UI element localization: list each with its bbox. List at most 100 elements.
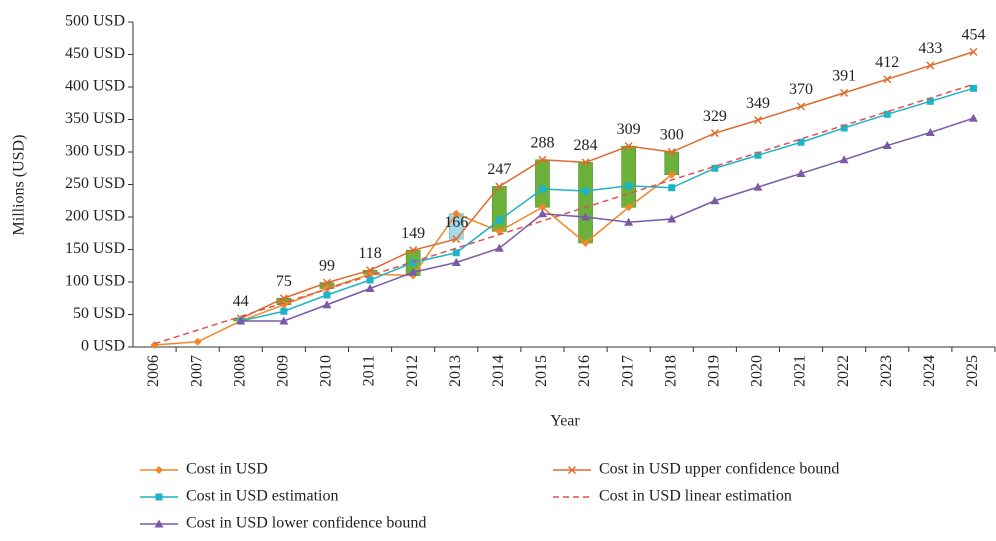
point [753, 182, 763, 191]
x-tick-label: 2016 [576, 355, 593, 387]
data-label: 99 [319, 257, 335, 274]
data-label: 309 [617, 121, 641, 138]
point [408, 267, 418, 276]
point [322, 278, 331, 287]
y-tick-label: 300 USD [65, 143, 125, 160]
point [710, 129, 719, 138]
point [667, 148, 676, 156]
legend-label: Cost in USD linear estimation [599, 488, 792, 505]
data-label: 300 [660, 127, 684, 144]
point [193, 337, 202, 346]
data-label: 349 [746, 95, 770, 112]
point [840, 124, 848, 132]
y-tick-label: 250 USD [65, 175, 125, 192]
series-line [240, 87, 974, 322]
point [582, 187, 590, 195]
point [494, 243, 504, 252]
legend-marker [154, 519, 164, 528]
legend-label: Cost in USD lower confidence bound [186, 515, 426, 532]
x-tick-label: 2010 [318, 355, 335, 387]
x-axis-title: Year [550, 413, 580, 430]
x-tick-label: 2018 [662, 355, 679, 387]
point [839, 155, 849, 164]
point [538, 203, 547, 212]
y-tick-label: 100 USD [65, 273, 125, 290]
series-line [240, 51, 974, 320]
x-tick-label: 2022 [835, 355, 852, 387]
legend-marker [568, 466, 576, 474]
y-axis-title: Millions (USD) [11, 135, 28, 236]
point [753, 116, 762, 125]
point [883, 110, 891, 118]
point [452, 249, 460, 257]
point [796, 168, 806, 177]
point [279, 294, 288, 303]
point [538, 155, 547, 164]
x-tick-label: 2011 [361, 355, 378, 386]
point [581, 212, 591, 221]
x-tick-label: 2023 [878, 355, 895, 387]
point [969, 84, 977, 92]
y-tick-label: 350 USD [65, 110, 125, 127]
y-tick-label: 500 USD [65, 13, 125, 30]
data-label: 118 [358, 245, 381, 262]
data-label: 44 [233, 293, 249, 310]
x-tick-label: 2025 [964, 355, 981, 387]
point [279, 316, 289, 325]
legend-label: Cost in USD estimation [186, 488, 338, 505]
point [581, 239, 590, 247]
y-tick-label: 150 USD [65, 240, 125, 257]
point [754, 151, 762, 159]
point [667, 214, 677, 223]
data-label: 454 [961, 27, 985, 44]
y-tick-label: 0 USD [81, 338, 125, 355]
legend-marker [155, 466, 163, 474]
x-tick-label: 2012 [404, 355, 421, 387]
data-label: 412 [875, 54, 899, 71]
x-tick-label: 2024 [921, 355, 938, 387]
point [624, 217, 634, 226]
x-tick-label: 2014 [490, 355, 507, 387]
point [581, 158, 590, 167]
point [797, 102, 806, 111]
data-label: 247 [487, 161, 511, 178]
point [366, 276, 374, 284]
y-tick-label: 450 USD [65, 45, 125, 62]
legend-marker [155, 493, 163, 501]
x-tick-label: 2008 [231, 355, 248, 387]
series-line [240, 117, 974, 322]
legend-label: Cost in USD [186, 461, 268, 478]
point [667, 170, 676, 179]
point [538, 185, 546, 193]
point [409, 246, 418, 255]
x-tick-label: 2021 [792, 355, 809, 387]
x-tick-label: 2019 [706, 355, 723, 387]
point [365, 284, 375, 292]
x-tick-label: 2020 [749, 355, 766, 387]
point [710, 196, 720, 205]
point [840, 88, 849, 97]
point [537, 209, 547, 218]
x-tick-label: 2006 [145, 355, 162, 387]
series-line [154, 83, 974, 345]
x-tick-label: 2015 [533, 355, 550, 387]
x-tick-label: 2013 [447, 355, 464, 387]
y-tick-label: 50 USD [73, 305, 125, 322]
point [668, 184, 676, 192]
point [322, 300, 332, 309]
point [926, 61, 935, 70]
y-tick-label: 200 USD [65, 208, 125, 225]
data-label: 284 [574, 137, 598, 154]
y-tick-label: 400 USD [65, 78, 125, 95]
legend-label: Cost in USD upper confidence bound [599, 461, 839, 478]
data-label: 370 [789, 81, 813, 98]
point [366, 266, 375, 275]
point [882, 141, 892, 149]
data-label: 433 [918, 40, 942, 57]
point [968, 113, 978, 122]
point [625, 182, 633, 190]
data-label: 288 [530, 134, 554, 151]
up-down-bar [578, 162, 593, 244]
point [280, 307, 288, 315]
